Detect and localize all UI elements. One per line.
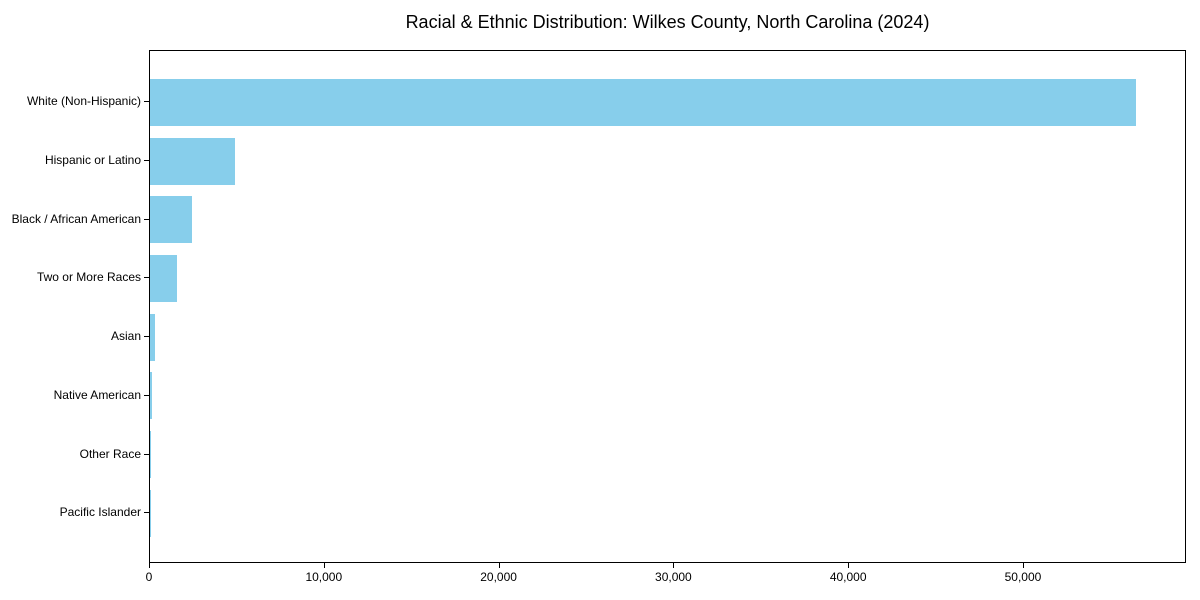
- x-tick-label: 20,000: [480, 570, 517, 584]
- x-tick-mark: [848, 563, 850, 568]
- chart-title: Racial & Ethnic Distribution: Wilkes Cou…: [405, 12, 930, 32]
- y-tick-mark: [144, 277, 149, 279]
- y-tick-label: Two or More Races: [36, 270, 141, 285]
- x-tick-mark: [323, 563, 325, 568]
- bar: [150, 313, 156, 361]
- y-tick-mark: [144, 160, 149, 161]
- x-tick-mark: [673, 563, 675, 568]
- bar: [150, 254, 177, 302]
- x-tick-label: 50,000: [1004, 570, 1042, 584]
- y-tick-label: White (Non-Hispanic): [26, 94, 141, 109]
- y-tick-mark: [144, 336, 149, 338]
- y-tick-mark: [144, 394, 149, 396]
- y-tick-label: Asian: [110, 329, 141, 344]
- x-tick-mark: [1022, 563, 1024, 568]
- plot-area: [149, 50, 1186, 563]
- bar: [150, 372, 153, 420]
- x-tick-label: 40,000: [829, 570, 867, 584]
- y-tick-label: Other Race: [79, 446, 141, 461]
- y-tick-label: Native American: [53, 387, 141, 402]
- bar: [150, 137, 235, 185]
- y-tick-mark: [144, 101, 149, 103]
- y-tick-label: Hispanic or Latino: [44, 153, 141, 167]
- bar: [150, 78, 1136, 126]
- x-tick-label: 30,000: [655, 570, 692, 584]
- x-tick-label: 0: [145, 570, 153, 584]
- x-tick-label: 10,000: [305, 570, 343, 584]
- y-tick-mark: [144, 453, 149, 455]
- y-tick-label: Pacific Islander: [59, 505, 141, 520]
- y-tick-label: Black / African American: [11, 211, 141, 226]
- x-tick-mark: [498, 563, 500, 568]
- y-tick-mark: [144, 512, 149, 514]
- bar: [150, 196, 192, 244]
- x-tick-mark: [149, 563, 150, 568]
- bar: [150, 431, 152, 478]
- y-tick-mark: [144, 218, 149, 220]
